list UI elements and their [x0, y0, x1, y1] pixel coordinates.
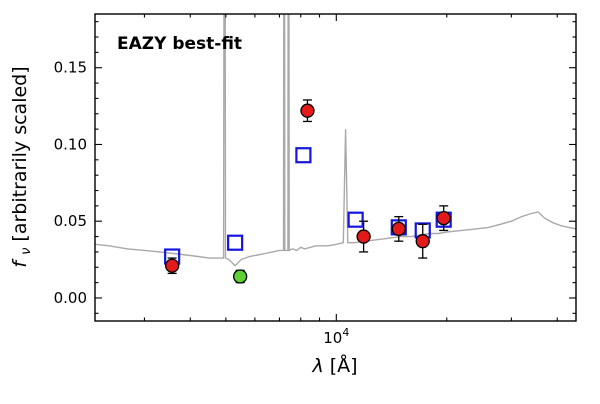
x-axis-label: λ [Å]	[311, 354, 357, 377]
spectrum-line	[95, 14, 576, 267]
observed-photometry-marker	[436, 211, 451, 226]
observed-photometry-marker	[300, 103, 315, 118]
observed-photometry-marker	[165, 258, 180, 273]
tick-labels: 104 0.00 0.05 0.10 0.15	[54, 59, 350, 347]
y-tick-label: 0.05	[54, 212, 87, 230]
model-photometry-square	[295, 147, 312, 164]
y-tick-label: 0.10	[54, 135, 87, 153]
observed-photometry-marker	[391, 221, 406, 237]
y-tick-label: 0.15	[54, 59, 87, 77]
observed-photometry-points	[165, 103, 451, 284]
model-photometry-square	[227, 234, 244, 251]
plot-frame	[94, 13, 577, 322]
observed-photometry-green-marker	[233, 269, 248, 284]
model-photometry-squares	[164, 147, 452, 265]
error-bars	[167, 99, 449, 284]
x-tick-label: 104	[323, 326, 349, 347]
axes-frame-and-ticks	[94, 13, 577, 322]
y-tick-label: 0.00	[54, 289, 87, 307]
spectrum-path	[95, 14, 576, 267]
observed-photometry-marker	[356, 229, 371, 244]
model-photometry-square	[347, 211, 364, 228]
y-axis-label: f ν [arbitrarily scaled]	[9, 66, 35, 267]
observed-photometry-marker	[415, 234, 430, 249]
annotation-eazy-best-fit: EAZY best-fit	[117, 34, 242, 54]
